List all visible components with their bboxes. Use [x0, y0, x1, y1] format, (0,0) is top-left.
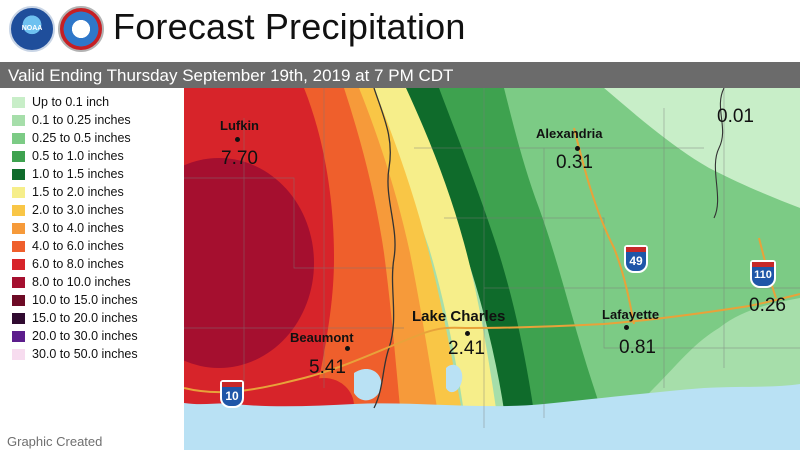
legend-swatch	[12, 187, 25, 198]
page-title: Forecast Precipitation	[113, 6, 466, 47]
legend-label: 3.0 to 4.0 inches	[32, 221, 124, 235]
lafayette-marker	[624, 325, 629, 330]
map-zone-1.0-1.5	[394, 88, 539, 450]
legend-swatch	[12, 331, 25, 342]
legend-label: 0.1 to 0.25 inches	[32, 113, 131, 127]
shield-cap	[626, 247, 646, 252]
subtitle-bar: Valid Ending Thursday September 19th, 20…	[0, 62, 800, 88]
legend-swatch	[12, 169, 25, 180]
city-alexandria: Alexandria	[536, 126, 603, 141]
precip-value-east: 0.26	[749, 295, 786, 316]
gulf-of-mexico	[184, 384, 800, 450]
legend-label: 0.25 to 0.5 inches	[32, 131, 131, 145]
legend-label: Up to 0.1 inch	[32, 95, 110, 109]
shield-cap	[752, 262, 774, 267]
lake-charles-value: 2.41	[448, 338, 485, 359]
legend-label: 6.0 to 8.0 inches	[32, 257, 124, 271]
header: NOAA Forecast Precipitation	[0, 0, 800, 62]
legend-swatch	[12, 277, 25, 288]
legend-label: 20.0 to 30.0 inches	[32, 329, 138, 343]
lufkin-value: 7.70	[221, 148, 258, 169]
precipitation-map: 49 110 10 Lufkin 7.70 Alexandria 0.31 La…	[124, 87, 800, 450]
legend-swatch	[12, 313, 25, 324]
shield-number: 110	[754, 269, 772, 281]
lafayette-value: 0.81	[619, 337, 656, 358]
nws-logo	[58, 6, 104, 52]
city-lufkin: Lufkin	[220, 118, 259, 133]
lufkin-marker	[235, 137, 240, 142]
legend-label: 10.0 to 15.0 inches	[32, 293, 138, 307]
map-zone-1.5-2.0	[364, 88, 502, 450]
county-boundaries	[184, 88, 800, 428]
precip-value-northeast: 0.01	[717, 106, 754, 127]
city-lafayette: Lafayette	[602, 307, 660, 322]
sabine-lake	[354, 368, 382, 401]
legend-swatch	[12, 133, 25, 144]
alexandria-marker	[575, 146, 580, 151]
legend-swatch	[12, 259, 25, 270]
legend-swatch	[12, 97, 25, 108]
legend-swatch	[12, 151, 25, 162]
legend-swatch	[12, 295, 25, 306]
legend-swatch	[12, 115, 25, 126]
valid-time-subtitle: Valid Ending Thursday September 19th, 20…	[8, 66, 454, 85]
shield-cap	[222, 382, 242, 387]
legend-swatch	[12, 205, 25, 216]
precipitation-legend: Up to 0.1 inch 0.1 to 0.25 inches 0.25 t…	[0, 88, 184, 450]
shield-number: 10	[225, 389, 239, 403]
city-lake-charles: Lake Charles	[412, 308, 506, 325]
legend-label: 2.0 to 3.0 inches	[32, 203, 124, 217]
legend-label: 1.0 to 1.5 inches	[32, 167, 124, 181]
lake-charles-marker	[465, 331, 470, 336]
legend-label: 4.0 to 6.0 inches	[32, 239, 124, 253]
noaa-logo: NOAA	[9, 6, 55, 52]
interstate-10-shield: 10	[220, 380, 244, 408]
legend-label: 8.0 to 10.0 inches	[32, 275, 131, 289]
legend-label: 1.5 to 2.0 inches	[32, 185, 124, 199]
shield-number: 49	[629, 254, 643, 268]
interstate-110-shield: 110	[750, 260, 776, 288]
interstate-49-shield: 49	[624, 245, 648, 273]
beaumont-value: 5.41	[309, 357, 346, 378]
city-beaumont: Beaumont	[290, 330, 354, 345]
map-canvas	[124, 87, 800, 450]
legend-label: 15.0 to 20.0 inches	[32, 311, 138, 325]
legend-swatch	[12, 349, 25, 360]
legend-label: 0.5 to 1.0 inches	[32, 149, 124, 163]
legend-label: 30.0 to 50.0 inches	[32, 347, 138, 361]
state-border	[373, 87, 396, 409]
beaumont-marker	[345, 346, 350, 351]
alexandria-value: 0.31	[556, 152, 593, 173]
calcasieu-lake	[446, 364, 463, 393]
legend-swatch	[12, 241, 25, 252]
legend-swatch	[12, 223, 25, 234]
river-line	[713, 87, 725, 219]
footer-text: Graphic Created	[7, 434, 103, 449]
